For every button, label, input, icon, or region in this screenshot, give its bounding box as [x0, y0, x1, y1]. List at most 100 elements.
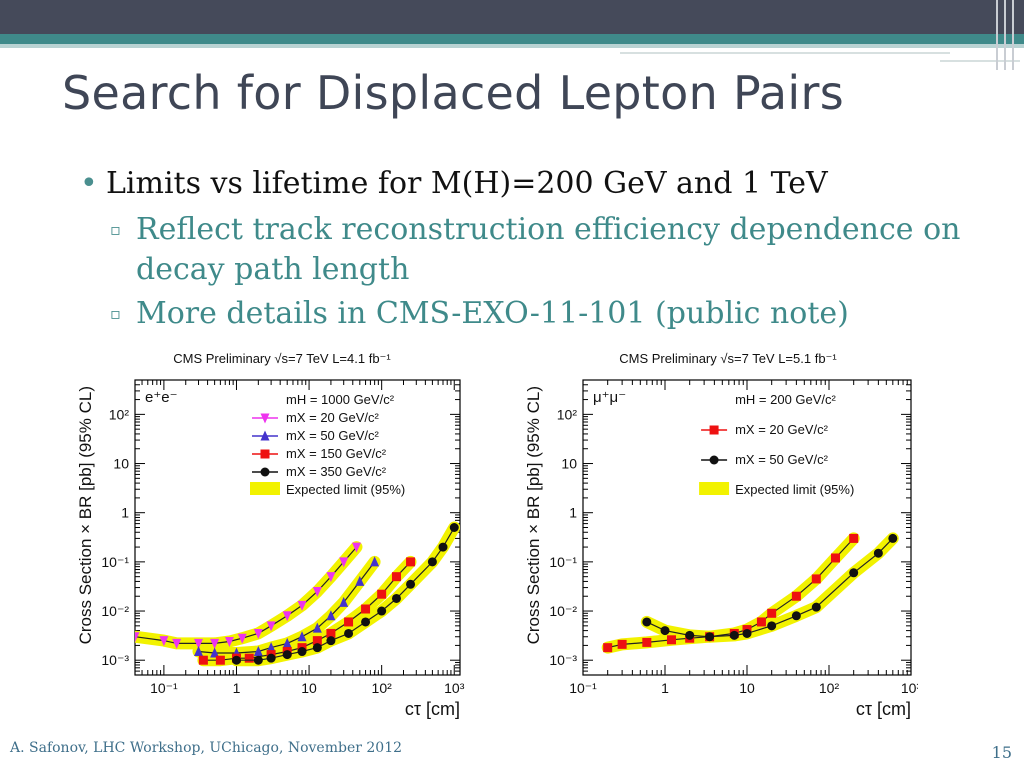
data-point	[742, 628, 752, 638]
data-point	[406, 579, 416, 589]
y-tick-label: 1	[569, 505, 577, 521]
decor-vbar	[1004, 0, 1006, 70]
sub-bullet-text: Reflect track reconstruction efficiency …	[136, 212, 961, 287]
y-tick-label: 1	[121, 505, 129, 521]
sub-bullet-item: ▫ More details in CMS-EXO-11-101 (public…	[80, 294, 980, 334]
data-point	[344, 628, 354, 638]
header-stripe-light	[0, 44, 1024, 48]
data-point	[344, 617, 354, 627]
sub-bullet-square-icon: ▫	[110, 304, 121, 323]
y-axis-label: Cross Section × BR [pb] (95% CL)	[524, 386, 543, 644]
y-tick-label: 10²	[557, 406, 578, 422]
data-point	[260, 413, 270, 424]
data-point	[427, 557, 437, 567]
legend-band-swatch	[250, 482, 280, 495]
legend-label: mX = 50 GeV/c²	[735, 452, 829, 467]
data-point	[377, 589, 387, 599]
data-point	[729, 630, 739, 640]
data-point	[377, 606, 387, 616]
x-tick-label: 10⁻¹	[569, 680, 597, 696]
data-point	[888, 533, 898, 543]
decor-vbar	[996, 0, 998, 70]
data-point	[198, 655, 208, 665]
chart-ee-limits: CMS Preliminary √s=7 TeV L=4.1 fb⁻¹ 10⁻¹ 1…	[76, 351, 465, 719]
legend-label: Expected limit (95%)	[286, 482, 405, 497]
chart-mumu-limits: CMS Preliminary √s=7 TeV L=5.1 fb⁻¹ 10⁻¹ 1…	[524, 351, 918, 719]
legend-label: mX = 350 GeV/c²	[286, 464, 387, 479]
decor-line	[940, 60, 1020, 62]
header-stripe	[0, 34, 1024, 44]
data-point	[791, 591, 801, 601]
data-point	[253, 628, 263, 639]
sub-bullet-text: More details in CMS-EXO-11-101 (public n…	[136, 296, 849, 331]
series-line	[198, 561, 376, 654]
y-tick-label: 10⁻²	[549, 603, 577, 619]
data-point	[253, 646, 263, 657]
page-number: 15	[991, 743, 1012, 762]
data-point	[767, 621, 777, 631]
data-point	[830, 553, 840, 563]
bullet-item: • Limits vs lifetime for M(H)=200 GeV an…	[80, 162, 980, 206]
decor-line	[620, 52, 950, 54]
data-point	[266, 653, 276, 663]
legend-label: mX = 20 GeV/c²	[286, 410, 380, 425]
data-point	[244, 653, 254, 663]
data-point	[231, 655, 241, 665]
data-point	[873, 548, 883, 558]
data-point	[210, 638, 220, 649]
data-point	[391, 572, 401, 582]
y-tick-label: 10⁻³	[101, 652, 129, 668]
data-point	[237, 633, 247, 644]
x-tick-label: 10	[739, 680, 755, 696]
data-point	[642, 617, 652, 627]
y-tick-label: 10⁻¹	[101, 554, 129, 570]
data-point	[266, 642, 276, 653]
data-point	[172, 638, 182, 649]
x-axis-label: cτ [cm]	[405, 699, 460, 719]
data-point	[660, 626, 670, 636]
legend-label: mX = 150 GeV/c²	[286, 446, 387, 461]
x-tick-label: 10⁻¹	[150, 680, 178, 696]
x-tick-label: 1	[661, 680, 669, 696]
x-tick-label: 10	[301, 680, 317, 696]
legend-header: mH = 1000 GeV/c²	[286, 392, 395, 407]
bullet-list: • Limits vs lifetime for M(H)=200 GeV an…	[80, 162, 980, 334]
y-tick-label: 10⁻²	[101, 603, 129, 619]
data-point	[406, 557, 416, 567]
data-point	[260, 467, 270, 477]
header-bar	[0, 0, 1024, 34]
legend-header: mH = 200 GeV/c²	[735, 392, 836, 407]
channel-label: e⁺e⁻	[145, 389, 178, 406]
plot-area	[135, 521, 460, 667]
data-point	[282, 637, 292, 648]
data-point	[617, 639, 627, 649]
data-point	[312, 622, 322, 633]
data-point	[666, 635, 676, 645]
data-point	[135, 632, 140, 643]
data-point	[210, 647, 220, 658]
chart-title: CMS Preliminary √s=7 TeV L=4.1 fb⁻¹	[173, 351, 391, 366]
slide-title: Search for Displaced Lepton Pairs	[62, 66, 844, 120]
data-point	[194, 638, 204, 649]
data-point	[339, 557, 349, 568]
data-point	[849, 533, 859, 543]
y-tick-label: 10⁻³	[549, 652, 577, 668]
y-axis-label: Cross Section × BR [pb] (95% CL)	[76, 386, 95, 644]
data-point	[351, 542, 361, 553]
legend-band-swatch	[699, 482, 730, 495]
data-point	[312, 643, 322, 653]
data-point	[297, 631, 307, 642]
data-point	[355, 575, 365, 586]
bullet-dot-icon: •	[80, 166, 98, 201]
data-point	[685, 630, 695, 640]
sub-bullet-square-icon: ▫	[110, 220, 121, 239]
y-tick-label: 10²	[109, 406, 130, 422]
chart-title: CMS Preliminary √s=7 TeV L=5.1 fb⁻¹	[619, 351, 837, 366]
data-point	[756, 617, 766, 627]
data-point	[312, 636, 322, 646]
plot-area	[601, 532, 899, 654]
x-axis-label: cτ [cm]	[856, 699, 911, 719]
data-point	[370, 556, 380, 567]
data-point	[767, 608, 777, 618]
data-point	[194, 646, 204, 657]
